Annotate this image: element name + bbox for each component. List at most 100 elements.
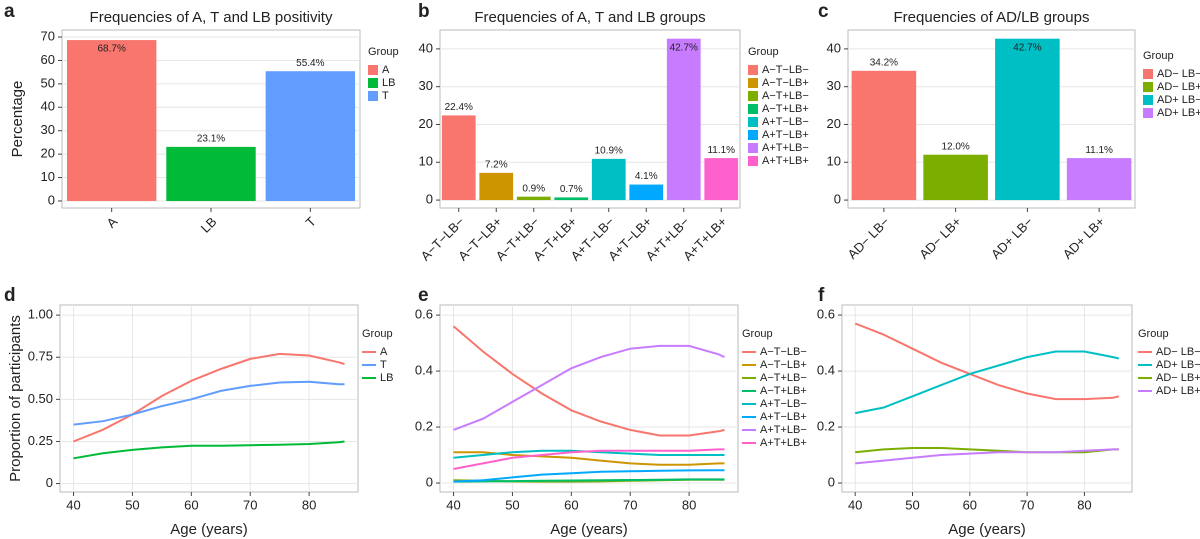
legend-swatch bbox=[1143, 108, 1153, 118]
bar bbox=[441, 115, 476, 201]
x-tick-label: 60 bbox=[963, 497, 977, 512]
legend-label: A+T−LB− bbox=[762, 116, 809, 128]
legend-label: A+T−LB+ bbox=[762, 129, 809, 141]
value-label: 0.7% bbox=[560, 184, 583, 195]
y-tick-label: 40 bbox=[827, 40, 841, 55]
y-tick-label: 0.75 bbox=[28, 349, 53, 364]
bar bbox=[629, 184, 664, 201]
legend-label: AD− LB+ bbox=[1156, 372, 1200, 384]
x-tick-label: 40 bbox=[848, 497, 862, 512]
legend-label: A−T+LB− bbox=[760, 372, 807, 384]
legend-label: AD+ LB− bbox=[1156, 359, 1200, 371]
x-tick-label: 60 bbox=[184, 497, 198, 512]
value-label: 4.1% bbox=[635, 171, 658, 182]
legend-title: Group bbox=[748, 46, 779, 58]
legend-label: A+T−LB+ bbox=[760, 411, 807, 423]
legend-label: A+T+LB− bbox=[760, 424, 807, 436]
panel-border bbox=[439, 304, 739, 493]
value-label: 11.1% bbox=[707, 145, 735, 156]
legend-label: A−T+LB− bbox=[762, 90, 809, 102]
value-label: 23.1% bbox=[197, 134, 225, 145]
panel-letter: f bbox=[818, 285, 825, 306]
x-tick-label: 70 bbox=[1020, 497, 1034, 512]
x-tick-label: 40 bbox=[66, 497, 80, 512]
bar bbox=[923, 154, 988, 201]
value-label: 7.2% bbox=[485, 159, 508, 170]
y-tick-label: 10 bbox=[827, 154, 841, 169]
legend-label: LB bbox=[382, 77, 395, 89]
legend-swatch bbox=[1143, 82, 1153, 92]
x-axis-title: Age (years) bbox=[550, 521, 628, 538]
value-label: 42.7% bbox=[1013, 42, 1041, 53]
y-tick-label: 20 bbox=[827, 116, 841, 131]
bar bbox=[995, 38, 1060, 201]
x-tick-label: 50 bbox=[125, 497, 139, 512]
line bbox=[855, 350, 1120, 415]
legend-label: A bbox=[380, 346, 388, 358]
legend-label: AD+ LB− bbox=[1157, 94, 1200, 106]
bar bbox=[1066, 158, 1132, 201]
panel-letter: b bbox=[418, 1, 430, 22]
legend-swatch bbox=[1143, 95, 1153, 105]
y-tick-label: 0 bbox=[834, 192, 841, 207]
value-label: 11.1% bbox=[1085, 145, 1113, 156]
value-label: 55.4% bbox=[296, 58, 324, 69]
legend-title: Group bbox=[1143, 50, 1174, 62]
line bbox=[453, 344, 725, 431]
panel-border bbox=[59, 304, 359, 493]
x-tick-label: 70 bbox=[243, 497, 257, 512]
legend-swatch bbox=[748, 143, 758, 153]
y-axis-title: Proportion of participants bbox=[7, 315, 24, 482]
line bbox=[855, 448, 1119, 465]
x-tick-label: AD+ LB+ bbox=[1060, 214, 1108, 262]
legend-swatch bbox=[368, 91, 378, 101]
chart-title: Frequencies of A, T and LB groups bbox=[474, 9, 705, 26]
panel-letter: e bbox=[418, 285, 429, 306]
x-tick-label: 70 bbox=[623, 497, 637, 512]
x-tick-label: AD+ LB− bbox=[988, 214, 1036, 262]
y-tick-label: 0.4 bbox=[415, 363, 433, 378]
y-tick-label: 0.2 bbox=[817, 418, 835, 433]
y-tick-label: 0.6 bbox=[817, 307, 835, 322]
legend-label: A+T+LB+ bbox=[760, 437, 807, 449]
value-label: 10.9% bbox=[595, 146, 623, 157]
x-tick-label: 60 bbox=[564, 497, 578, 512]
y-tick-label: 0.25 bbox=[28, 433, 53, 448]
panel-letter: a bbox=[4, 1, 15, 22]
legend-label: AD− LB− bbox=[1156, 346, 1200, 358]
panel-letter: c bbox=[818, 1, 829, 22]
bar bbox=[265, 71, 356, 201]
y-tick-label: 0.6 bbox=[415, 307, 433, 322]
x-tick-label: 80 bbox=[302, 497, 316, 512]
y-tick-label: 20 bbox=[41, 146, 55, 161]
bar bbox=[591, 158, 626, 201]
legend-label: AD+ LB+ bbox=[1156, 385, 1200, 397]
line bbox=[453, 449, 725, 459]
y-tick-label: 0 bbox=[48, 192, 55, 207]
bar bbox=[479, 172, 514, 201]
value-label: 34.2% bbox=[870, 57, 898, 68]
legend-label: A bbox=[382, 64, 390, 76]
y-tick-label: 60 bbox=[41, 52, 55, 67]
y-tick-label: 1.00 bbox=[28, 307, 53, 322]
legend-swatch bbox=[748, 156, 758, 166]
value-label: 42.7% bbox=[670, 42, 698, 53]
y-tick-label: 50 bbox=[41, 75, 55, 90]
line bbox=[452, 325, 725, 437]
y-tick-label: 40 bbox=[41, 99, 55, 114]
legend-label: A−T+LB+ bbox=[760, 385, 807, 397]
legend-title: Group bbox=[362, 328, 393, 340]
value-label: 12.0% bbox=[941, 141, 969, 152]
legend-label: AD− LB− bbox=[1157, 68, 1200, 80]
x-tick-label: A bbox=[103, 214, 120, 231]
bar bbox=[704, 158, 739, 201]
y-tick-label: 30 bbox=[41, 122, 55, 137]
bar bbox=[851, 70, 917, 201]
legend-label: A−T−LB− bbox=[762, 64, 809, 76]
y-tick-label: 20 bbox=[419, 116, 433, 131]
value-label: 0.9% bbox=[522, 183, 545, 194]
legend-label: T bbox=[382, 90, 389, 102]
y-tick-label: 0.50 bbox=[28, 391, 53, 406]
x-tick-label: LB bbox=[198, 214, 220, 236]
bar bbox=[666, 38, 701, 201]
